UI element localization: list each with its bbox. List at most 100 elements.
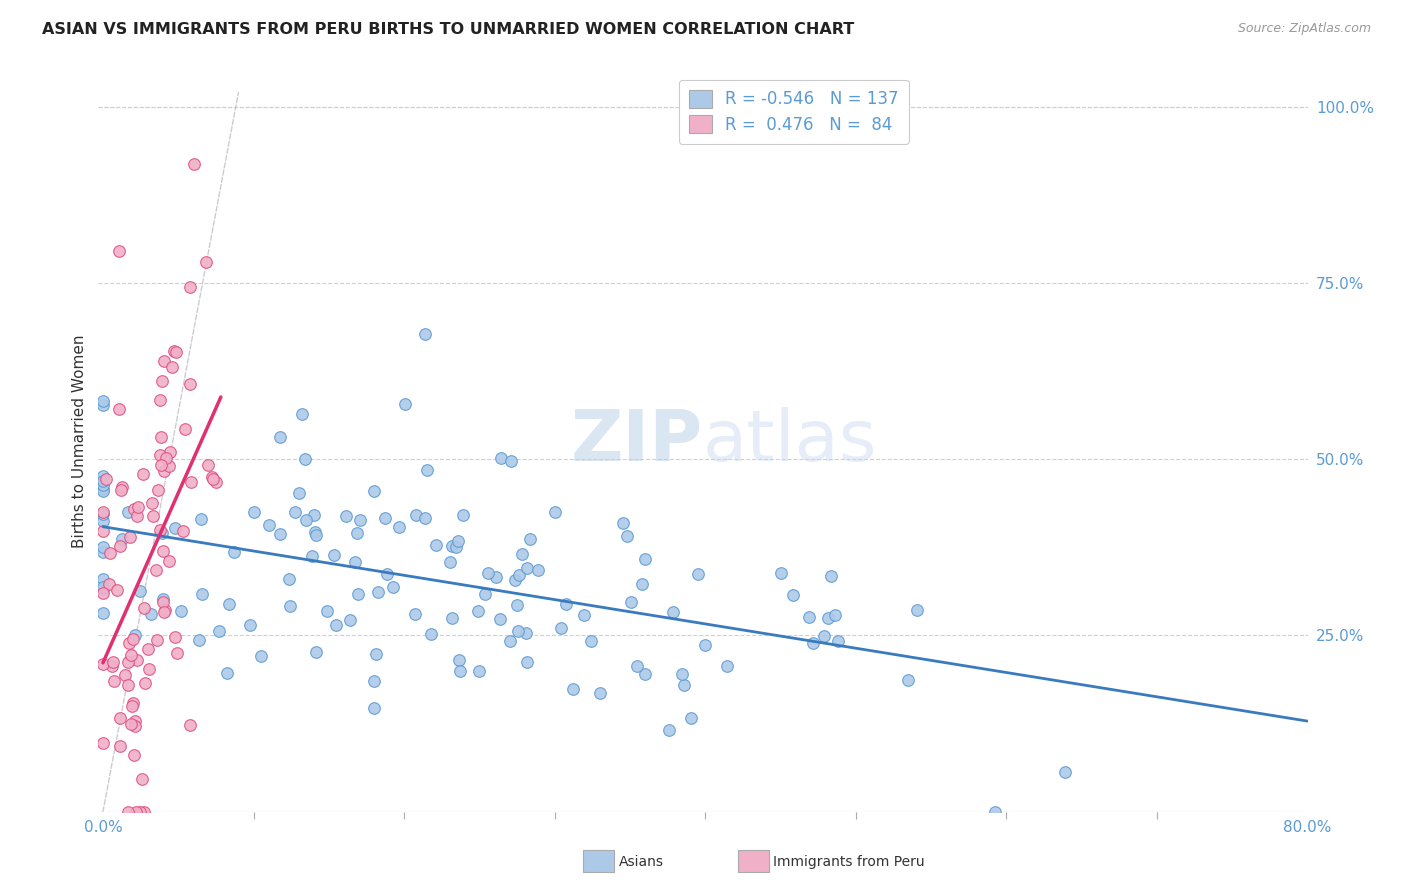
Point [315, 604, 337, 618]
Point [526, 563, 548, 577]
Point [124, 502, 146, 516]
Point [91, 545, 114, 559]
Point [612, 516, 634, 530]
Point [544, 506, 567, 520]
Point [129, 805, 152, 819]
Point [363, 700, 385, 714]
Point [91, 474, 114, 488]
Point [91, 524, 114, 538]
Point [152, 464, 174, 478]
Point [672, 678, 695, 692]
Point [671, 666, 693, 681]
Point [103, 673, 125, 688]
Point [519, 533, 541, 547]
Point [381, 580, 404, 594]
Point [269, 526, 291, 541]
Point [661, 605, 683, 619]
Point [770, 566, 793, 581]
Point [187, 633, 209, 648]
Point [474, 586, 496, 600]
Text: Source: ZipAtlas.com: Source: ZipAtlas.com [1237, 22, 1371, 36]
Point [477, 566, 499, 580]
Point [101, 655, 124, 669]
Point [824, 608, 846, 623]
Point [501, 454, 523, 468]
Point [451, 508, 474, 523]
Point [91, 482, 114, 496]
Point [91, 657, 114, 671]
Point [150, 525, 173, 540]
Point [363, 673, 385, 688]
Point [91, 505, 114, 519]
Point [339, 613, 361, 627]
Point [394, 397, 416, 411]
Point [302, 508, 325, 523]
Point [413, 327, 436, 342]
Point [503, 574, 526, 588]
Point [243, 505, 266, 519]
Point [100, 546, 122, 560]
Point [375, 567, 398, 582]
Point [125, 653, 148, 667]
Point [201, 470, 224, 484]
Point [108, 402, 131, 417]
Point [217, 666, 239, 681]
Point [688, 567, 710, 582]
Point [148, 483, 170, 498]
Point [349, 513, 371, 527]
Point [172, 524, 194, 538]
Point [415, 510, 437, 524]
Point [205, 475, 228, 489]
Point [165, 345, 187, 359]
Point [801, 636, 824, 650]
Point [152, 605, 174, 619]
Point [416, 463, 439, 477]
Point [905, 603, 928, 617]
Point [121, 696, 143, 710]
Point [152, 592, 174, 607]
Point [516, 561, 538, 575]
Point [121, 699, 143, 714]
Point [325, 617, 347, 632]
Point [132, 805, 155, 819]
Point [91, 580, 114, 594]
Point [146, 633, 169, 648]
Point [124, 719, 146, 733]
Point [446, 541, 468, 555]
Point [468, 665, 491, 679]
Point [449, 665, 471, 679]
Point [681, 711, 703, 725]
Point [284, 505, 307, 519]
Point [94, 472, 117, 486]
Point [363, 484, 385, 499]
Point [108, 539, 131, 553]
Point [440, 539, 463, 553]
Point [157, 459, 180, 474]
Point [120, 717, 142, 731]
Point [197, 458, 219, 472]
Point [91, 478, 114, 492]
Point [91, 585, 114, 599]
Point [91, 483, 114, 498]
Point [440, 610, 463, 624]
Point [634, 667, 657, 681]
Point [162, 343, 184, 358]
Point [550, 621, 572, 635]
Point [290, 407, 312, 421]
Text: Asians: Asians [619, 855, 664, 869]
Point [117, 655, 139, 669]
Point [91, 582, 114, 596]
Point [91, 398, 114, 412]
Point [425, 538, 447, 552]
Point [142, 509, 165, 524]
Point [516, 656, 538, 670]
Point [817, 611, 839, 625]
Point [163, 521, 186, 535]
Point [239, 618, 262, 632]
Point [335, 509, 357, 524]
Point [124, 628, 146, 642]
Point [631, 577, 654, 591]
Point [222, 545, 245, 559]
Point [149, 458, 172, 472]
Point [250, 648, 273, 663]
